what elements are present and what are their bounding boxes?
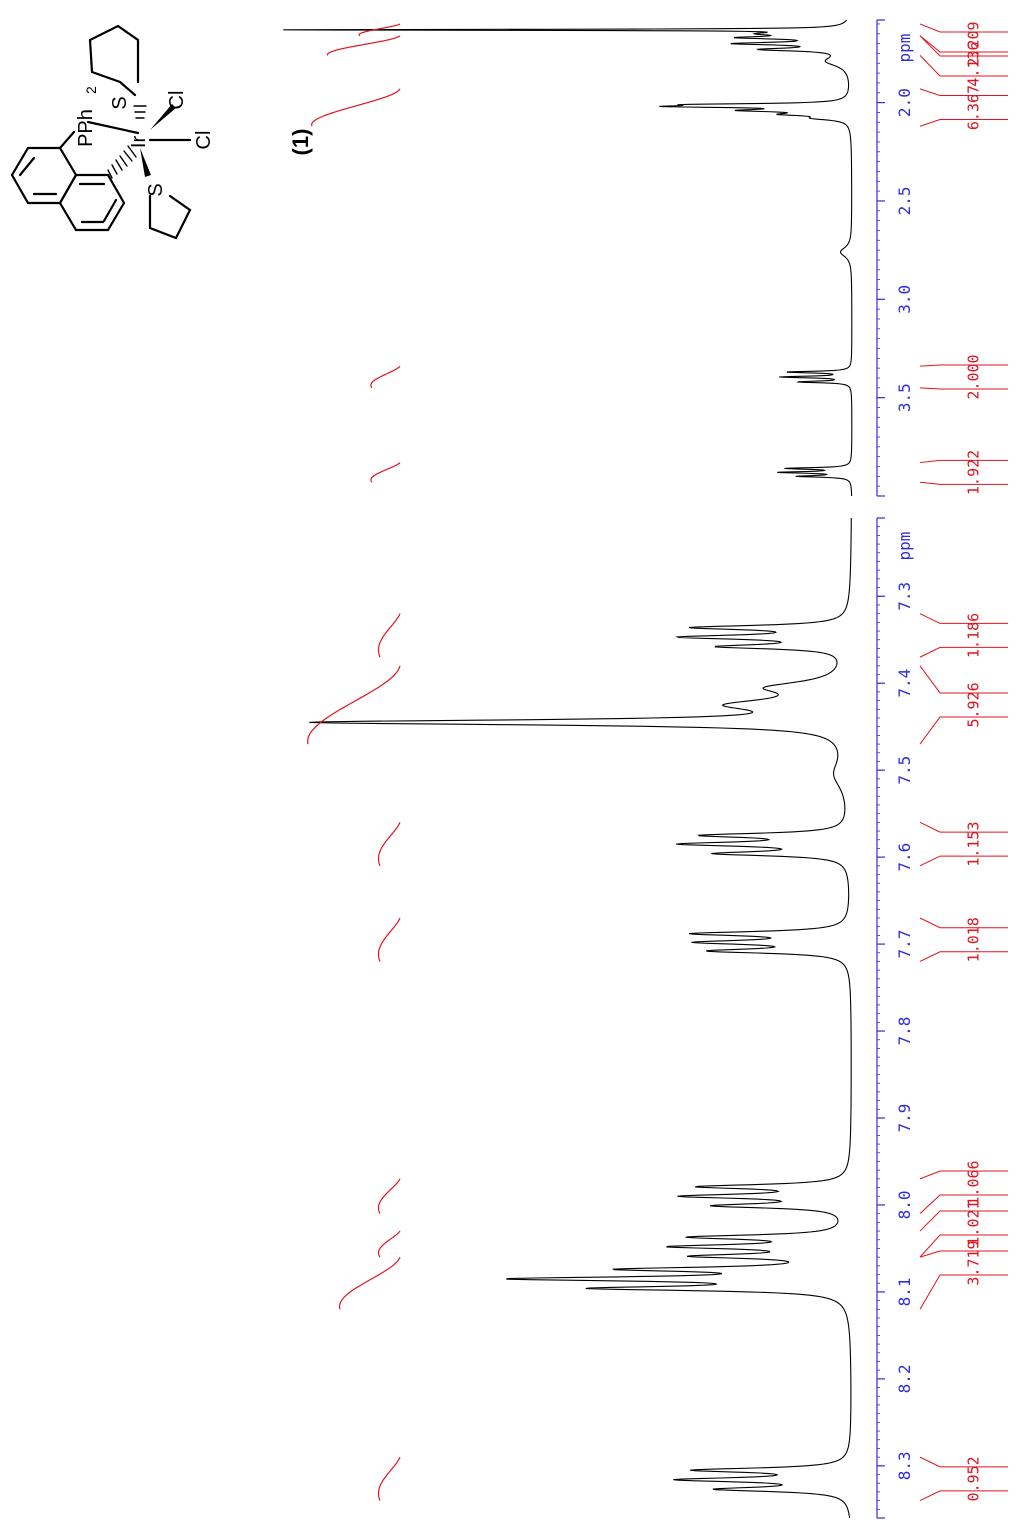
integral-bracket xyxy=(919,1234,1008,1258)
integral-curve xyxy=(311,88,401,127)
integral-bracket xyxy=(919,459,1008,464)
tick-label: 3.5 xyxy=(895,383,914,412)
spectrum-trace xyxy=(309,517,852,1519)
integral-bracket xyxy=(919,613,1008,624)
integral-value-label: 1.922 xyxy=(965,450,983,495)
integral-value-label: 4.136 xyxy=(965,41,983,86)
integral-curve xyxy=(377,1230,401,1258)
integral-bracket xyxy=(919,821,1008,833)
integral-bracket xyxy=(919,951,1008,962)
tick-label: 8.0 xyxy=(895,1191,914,1220)
integral-bracket xyxy=(919,1194,1008,1215)
chloride-label-1: Cl xyxy=(166,91,188,110)
integral-bracket xyxy=(919,665,1008,694)
integral-bracket xyxy=(919,23,1008,33)
phosphine-subscript: 2 xyxy=(83,86,99,94)
integral-bracket xyxy=(919,855,1008,867)
integral-value-label: 2.000 xyxy=(965,354,983,399)
integral-bracket xyxy=(919,35,1008,57)
integral-bracket xyxy=(919,364,1008,367)
integral-value-label: 1.153 xyxy=(965,822,983,867)
integral-value-label: 0.952 xyxy=(965,1456,983,1501)
tick-label: 7.5 xyxy=(895,756,914,785)
integral-curve xyxy=(370,462,401,483)
compound-label: (1) xyxy=(288,129,313,156)
integral-bracket xyxy=(919,55,1008,77)
integral-curve xyxy=(377,613,401,658)
integral-curve xyxy=(377,1178,401,1214)
integral-curve xyxy=(307,665,401,745)
tick-label: 7.6 xyxy=(895,843,914,872)
integral-curve xyxy=(377,917,401,962)
sulfur-label-bottom: S xyxy=(145,183,167,196)
integral-bracket xyxy=(919,88,1008,97)
integral-curve xyxy=(377,822,401,867)
integral-bracket xyxy=(919,646,1008,658)
iridium-label: Ir xyxy=(128,136,150,149)
thiolane-top xyxy=(88,24,140,97)
integral-bracket xyxy=(919,1170,1008,1180)
spectrum-panel-aromatic: 7.3 7.4 7.5 7.6 7.7 7.8 7.9 8.0 8.1 8.2 8.3 ppm 1.18… xyxy=(307,517,1008,1519)
integral-value-label: 5.926 xyxy=(965,682,983,727)
axis-unit-label: ppm xyxy=(895,34,914,63)
tick-label: 8.3 xyxy=(895,1451,914,1480)
integral-curve xyxy=(370,365,401,389)
integral-value-label: 1.186 xyxy=(965,613,983,658)
tick-label: 7.4 xyxy=(895,669,914,698)
integral-curve xyxy=(358,23,401,37)
hashed-bond xyxy=(107,145,137,179)
tick-label: 2.0 xyxy=(895,88,914,117)
integral-bracket xyxy=(919,1250,1008,1258)
tick-label: 8.2 xyxy=(895,1364,914,1393)
axis-unit-label: ppm xyxy=(895,532,914,561)
tick-label: 2.5 xyxy=(895,187,914,216)
chloride-label-2: Cl xyxy=(193,131,215,150)
wedge-bond-cl xyxy=(150,104,176,130)
integral-value-label: 1.021 xyxy=(965,1200,983,1245)
integral-bracket xyxy=(919,917,1008,929)
integral-curve xyxy=(326,35,401,56)
tick-label: 7.9 xyxy=(895,1104,914,1133)
integral-bracket xyxy=(919,1490,1008,1502)
tick-label: 3.0 xyxy=(895,285,914,314)
thiolane-bottom xyxy=(148,194,192,240)
integral-bracket xyxy=(919,387,1008,390)
phosphine-label: PPh xyxy=(75,109,97,147)
integral-bracket xyxy=(919,716,1008,745)
tick-label: 7.3 xyxy=(895,582,914,611)
naphthalene-ring-b xyxy=(58,173,126,232)
integral-value-label: 1.018 xyxy=(965,917,983,962)
integral-bracket xyxy=(919,1274,1008,1310)
integral-value-label: 1.066 xyxy=(965,1160,983,1205)
integral-curve xyxy=(377,1456,401,1501)
tick-label: 7.8 xyxy=(895,1017,914,1046)
atom-labels: PPh 2 Ir Cl Cl S S xyxy=(75,86,215,197)
structure-drawing xyxy=(10,24,192,240)
integral-bracket xyxy=(919,35,1008,53)
sulfur-label-top: S xyxy=(109,96,131,109)
wedge-bond-s xyxy=(140,148,151,177)
integral-bracket xyxy=(919,1210,1008,1232)
integral-bracket xyxy=(919,481,1008,485)
integral-bracket xyxy=(919,119,1008,127)
integral-bracket xyxy=(919,1456,1008,1468)
integral-value-label: 2.209 xyxy=(965,21,983,66)
tick-label: 7.7 xyxy=(895,930,914,959)
integral-value-label: 3.719 xyxy=(965,1240,983,1285)
integral-value-label: 6.367 xyxy=(965,85,983,130)
integral-curve xyxy=(338,1256,401,1310)
tick-label: 8.1 xyxy=(895,1277,914,1306)
spectrum-trace xyxy=(283,19,853,497)
